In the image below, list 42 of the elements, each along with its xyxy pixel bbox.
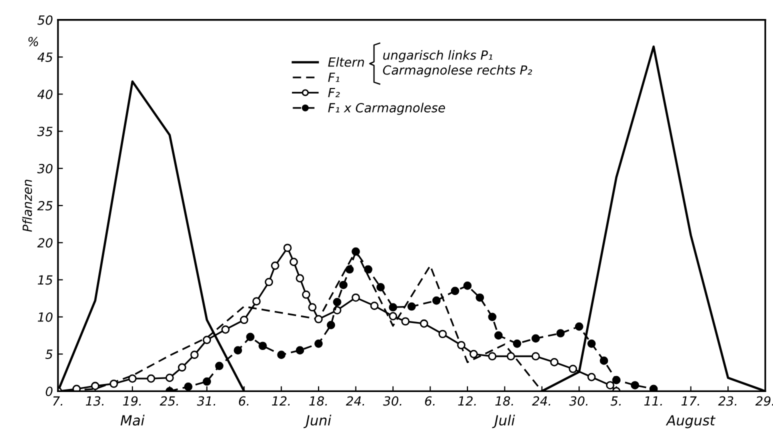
x-tick-label: 12. <box>458 396 476 406</box>
x-tick-label: 12. <box>272 396 290 406</box>
x-tick-label: 23. <box>718 396 736 406</box>
legend-label: F₂ <box>328 88 340 98</box>
x-tick-label: 13. <box>86 396 104 406</box>
y-tick-label: 45 <box>37 52 52 62</box>
legend-label: F₁ x Carmagnolese <box>328 102 446 115</box>
text: Juli <box>492 414 515 428</box>
y-tick-label: 30 <box>37 164 52 174</box>
x-tick-label: 25. <box>160 396 178 406</box>
y-tick-label: 25 <box>37 201 52 210</box>
text: Juni <box>304 414 332 428</box>
y-tick-label: 5 <box>45 350 52 359</box>
y-tick-label: 10 <box>38 312 52 322</box>
legend-label: Eltern <box>328 57 364 67</box>
y-tick-label: 40 <box>37 90 52 100</box>
y-axis-title: Pflanzen <box>22 180 32 232</box>
y-tick-label: 50 <box>37 15 52 25</box>
x-tick-label: 18. <box>495 396 513 406</box>
text: August <box>666 415 716 428</box>
y-tick-label: 0 <box>46 386 52 396</box>
x-tick-label: 17. <box>681 396 700 406</box>
x-tick-label: 30. <box>569 396 588 406</box>
x-tick-label: 6. <box>425 396 435 406</box>
annotation: Carmagnolese rechts P₂ <box>383 65 532 78</box>
x-tick-label: 24. <box>346 396 364 406</box>
x-tick-label: 31. <box>196 396 216 406</box>
y-tick-label: 35 <box>37 126 52 136</box>
annotation: ungarisch links P₁ <box>383 50 492 62</box>
text: Mai <box>120 414 145 426</box>
legend-label: F₁ <box>328 72 340 82</box>
x-tick-label: 7. <box>53 396 62 406</box>
x-tick-label: 24. <box>532 396 550 406</box>
x-tick-label: 11. <box>644 396 662 406</box>
text: % <box>28 36 38 46</box>
x-tick-label: 19. <box>123 396 141 406</box>
x-tick-label: 18. <box>309 396 327 406</box>
x-tick-label: 6. <box>238 396 248 406</box>
y-tick-label: 20 <box>37 238 52 248</box>
x-tick-label: 30. <box>383 396 402 406</box>
y-tick-label: 15 <box>38 275 52 285</box>
x-tick-label: 5. <box>610 396 621 406</box>
